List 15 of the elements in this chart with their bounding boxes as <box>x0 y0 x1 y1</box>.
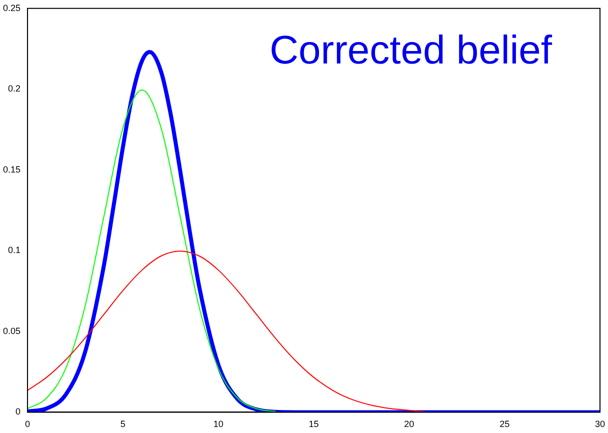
x-tick-label: 0 <box>25 419 30 430</box>
y-tick-label: 0.15 <box>2 164 21 174</box>
y-tick-label: 0.1 <box>8 245 21 256</box>
line-series <box>28 89 276 412</box>
x-tick-label: 30 <box>594 419 605 430</box>
x-tick-label: 25 <box>500 419 510 430</box>
y-tick-label: 0 <box>16 406 21 417</box>
y-tick-label: 0.25 <box>2 2 21 13</box>
y-tick-label: 0.05 <box>2 326 21 336</box>
annotation: Corrected belief <box>270 28 553 72</box>
x-tick-label: 5 <box>120 419 126 430</box>
x-tick-label: 10 <box>213 419 224 430</box>
y-tick-label: 0.2 <box>8 84 21 94</box>
x-tick-label: 20 <box>404 419 414 430</box>
x-tick-label: 15 <box>308 419 319 430</box>
